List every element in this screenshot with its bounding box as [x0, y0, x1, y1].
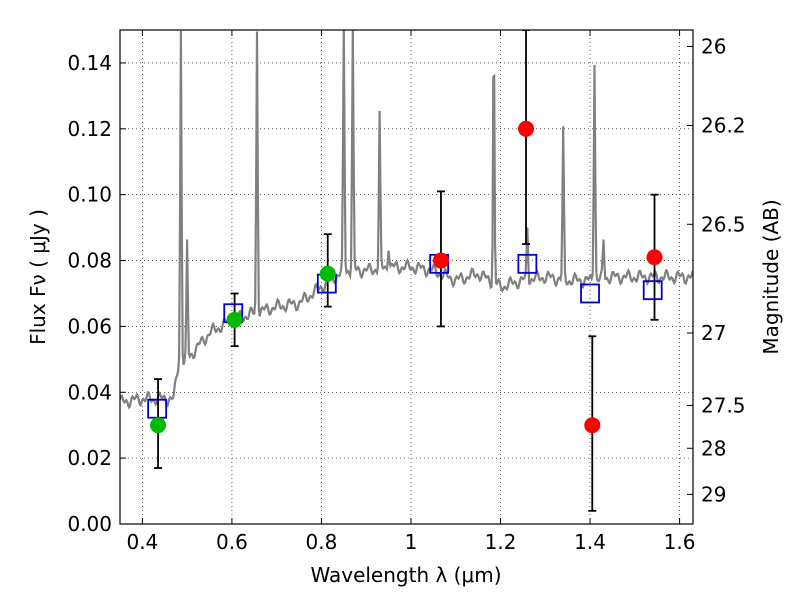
x-tick-label: 1.2 — [485, 530, 517, 554]
axes: 0.4 0.6 0.8 1 1.2 1.4 1.6 0.00 0.02 0.04 0.06 0.08 0… — [67, 30, 746, 554]
y2-tick-label: 27.5 — [701, 393, 746, 417]
infrared-flux-point — [432, 252, 449, 269]
y-tick-label: 0.14 — [67, 51, 112, 75]
y-tick-label: 0.10 — [67, 183, 112, 207]
y-axis-label: Flux Fν ( μJy ) — [26, 209, 50, 345]
plot-area — [120, 30, 693, 512]
x-tick-label: 0.6 — [216, 530, 248, 554]
infrared-flux-point — [518, 120, 535, 137]
y2-tick-label: 29 — [701, 482, 726, 506]
model-flux-square — [517, 253, 538, 274]
y-tick-label: 0.06 — [67, 314, 112, 338]
y-tick-label: 0.12 — [67, 117, 112, 141]
y2-tick-label: 28 — [701, 436, 726, 460]
y2-tick-label: 26.5 — [701, 212, 746, 236]
model-flux-square — [642, 280, 663, 301]
optical-flux-point — [150, 417, 167, 434]
x-tick-label: 0.4 — [126, 530, 158, 554]
y2-tick-label: 26 — [701, 34, 726, 58]
y2-tick-label: 26.2 — [701, 114, 746, 138]
optical-flux-point — [319, 265, 336, 282]
x-tick-label: 1.4 — [574, 530, 606, 554]
y-tick-label: 0.00 — [67, 512, 112, 536]
y-tick-label: 0.02 — [67, 446, 112, 470]
infrared-flux-point — [646, 249, 663, 266]
model-flux-square — [580, 283, 600, 304]
template-spectrum-line — [120, 30, 693, 410]
x-tick-label: 1 — [405, 530, 418, 554]
plot-frame — [119, 29, 694, 525]
optical-flux-point — [226, 311, 243, 328]
x-tick-label: 0.8 — [306, 530, 338, 554]
y-tick-label: 0.08 — [67, 249, 112, 273]
infrared-flux-point — [584, 417, 601, 434]
y2-axis-label: Magnitude (AB) — [759, 199, 783, 354]
y-tick-label: 0.04 — [67, 380, 112, 404]
y2-tick-label: 27 — [701, 321, 726, 345]
x-tick-label: 1.6 — [664, 530, 696, 554]
x-axis-label: Wavelength λ (μm) — [310, 563, 501, 587]
